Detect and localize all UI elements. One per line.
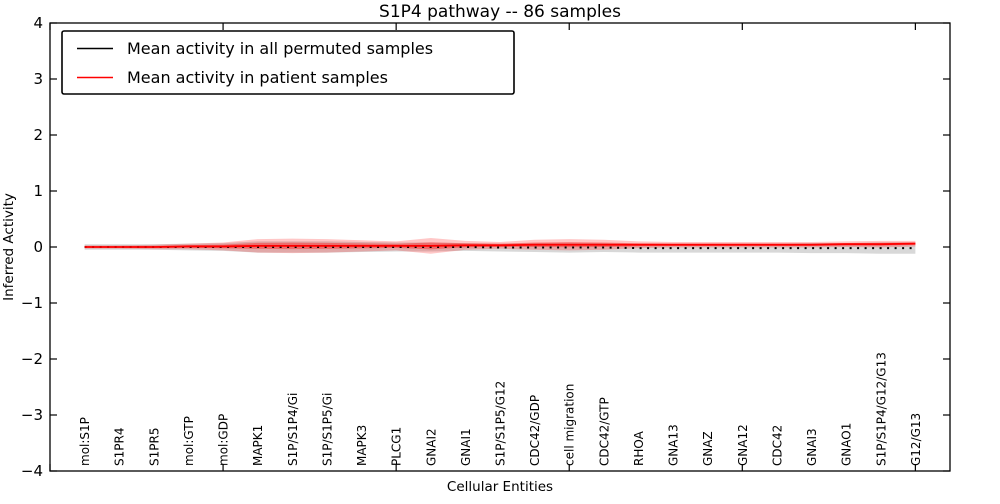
category-label: G12/G13 (909, 413, 923, 466)
y-tick-label: −2 (21, 350, 43, 368)
category-label: S1PR4 (113, 428, 127, 466)
y-tick-label: 1 (33, 182, 43, 200)
category-label: mol:S1P (78, 417, 92, 466)
y-tick-label: 2 (33, 126, 43, 144)
category-label: S1P/S1P4/G12/G13 (874, 352, 888, 466)
y-axis-label: Inferred Activity (1, 193, 17, 301)
y-tick-label: −3 (21, 406, 43, 424)
category-label: PLCG1 (390, 427, 404, 466)
legend-box (61, 30, 515, 95)
category-label: GNA12 (736, 424, 750, 466)
category-label: mol:GTP (182, 416, 196, 466)
legend: Mean activity in all permuted samples Me… (61, 30, 515, 95)
category-label: S1P/S1P4/Gi (286, 393, 300, 466)
legend-label-patient-samples: Mean activity in patient samples (127, 68, 388, 87)
y-tick-label: −1 (21, 294, 43, 312)
category-label: GNAZ (701, 431, 715, 466)
category-label: S1PR5 (147, 428, 161, 466)
y-tick-label: −4 (21, 462, 43, 480)
category-label: cell migration (563, 384, 577, 466)
category-label: CDC42 (770, 425, 784, 466)
x-axis-label: Cellular Entities (447, 479, 553, 495)
chart-title: S1P4 pathway -- 86 samples (379, 2, 621, 22)
category-label: GNA13 (667, 424, 681, 466)
category-label: RHOA (632, 430, 646, 466)
category-label: CDC42/GTP (597, 397, 611, 466)
y-tick-label: 0 (33, 238, 43, 256)
plot-area: 4 3 2 1 0 −1 −2 −3 −4 mol:S1P S1PR4 S1PR5 mol:GTP mol… (21, 14, 951, 480)
category-label: GNAO1 (840, 423, 854, 466)
category-label: mol:GDP (217, 414, 231, 466)
category-label: MAPK1 (251, 425, 265, 466)
category-label: S1P/S1P5/Gi (320, 393, 334, 466)
category-label: S1P/S1P5/G12 (494, 381, 508, 466)
y-tick-label: 4 (33, 14, 43, 32)
category-label: CDC42/GDP (528, 395, 542, 466)
patient-mean-line (84, 242, 916, 248)
category-label: GNAI1 (459, 428, 473, 466)
category-label: GNAI3 (805, 428, 819, 466)
category-label: GNAI2 (424, 428, 438, 466)
y-tick-label: 3 (33, 70, 43, 88)
category-label: MAPK3 (355, 425, 369, 466)
legend-label-permuted-samples: Mean activity in all permuted samples (127, 39, 433, 58)
